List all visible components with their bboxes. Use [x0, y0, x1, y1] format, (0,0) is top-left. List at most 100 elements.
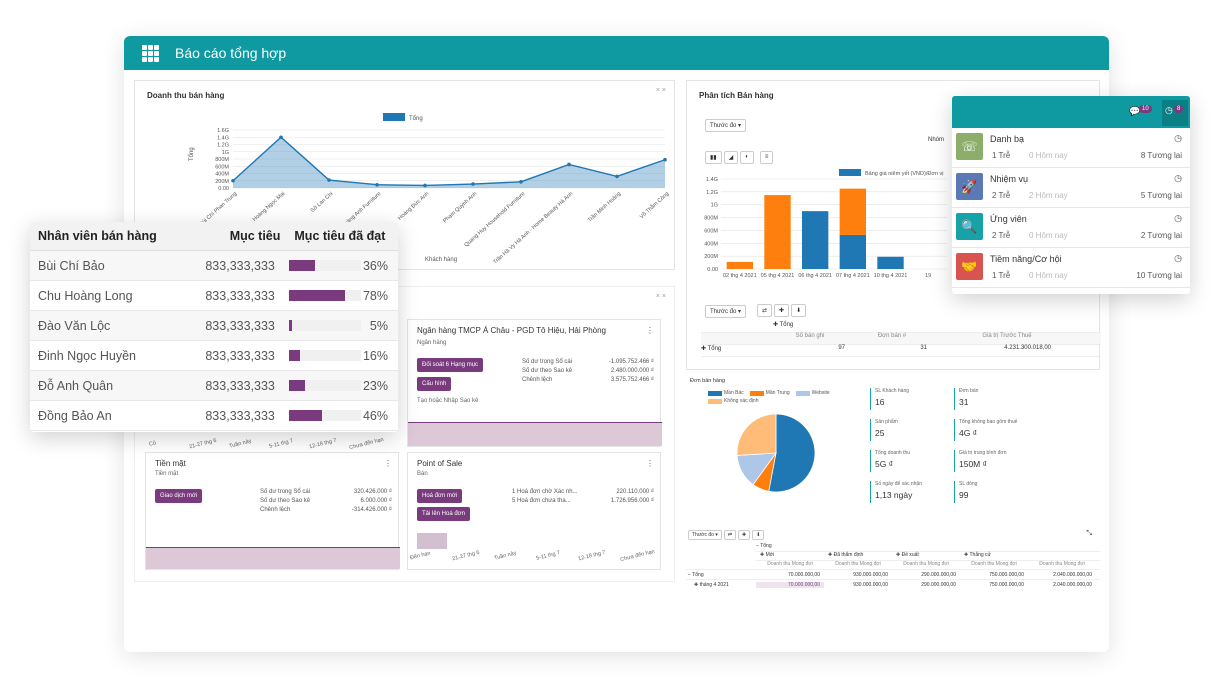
y-tick-label: 800M [704, 216, 718, 222]
table-row[interactable]: Chu Hoàng Long 833,333,333 78% [30, 281, 398, 311]
col-salesperson[interactable]: Nhân viên bán hàng [38, 229, 157, 243]
today-count[interactable]: 2 Hôm nay [1029, 191, 1068, 200]
kebab-icon[interactable]: ⋮ [646, 326, 654, 335]
col-achieved[interactable]: Mục tiêu đã đạt [294, 229, 386, 243]
legend-item[interactable]: Mần Bác [708, 390, 744, 396]
chat-count-badge: 10 [1139, 105, 1152, 113]
pivot2-group-header[interactable]: ✚ Mới [760, 552, 775, 558]
clock-icon[interactable]: ◷ [1174, 133, 1182, 143]
configure-button[interactable]: Cấu hình [417, 377, 452, 391]
kpi-card[interactable]: SL Khách hàng 16 [870, 388, 954, 410]
target-value: 833,333,333 [205, 288, 275, 303]
kebab-icon[interactable]: ⋮ [384, 459, 392, 468]
axis-tick: 5-11 thg 7 [535, 550, 561, 562]
future-count[interactable]: 10 Tương lai [1136, 271, 1182, 280]
expand-icon[interactable]: ✚ [738, 530, 751, 540]
group-by-label[interactable]: Nhóm [928, 137, 945, 143]
bar-chart-icon[interactable]: ▮▮ [705, 151, 722, 164]
clock-icon[interactable]: ◷ [1165, 105, 1173, 115]
flip-axis-icon[interactable]: ⇄ [757, 304, 773, 317]
pivot2-group-header[interactable]: ✚ Thắng cử [964, 552, 991, 558]
new-invoice-button[interactable]: Hoá đơn mới [417, 489, 463, 503]
future-count[interactable]: 2 Tương lai [1140, 231, 1182, 240]
pivot2-measure-button[interactable]: Thước đo ▾ [688, 530, 722, 540]
activity-name: Nhiệm vụ [990, 174, 1029, 184]
kebab-icon[interactable]: ⋮ [646, 459, 654, 468]
pivot2-group-header[interactable]: ✚ Đề xuất [896, 552, 919, 558]
legend-item[interactable]: Mần Trung [749, 390, 790, 396]
late-count[interactable]: 1 Trễ [992, 271, 1011, 280]
kpi-card[interactable]: SL dòng 99 [954, 481, 1038, 503]
table-row[interactable]: Đào Văn Lộc 833,333,333 5% [30, 311, 398, 341]
kpi-label: Số ngày để xác nhận [875, 481, 922, 487]
activity-item[interactable]: ☏ Danh bạ ◷ 1 Trễ 0 Hôm nay 8 Tương lai [952, 128, 1190, 168]
table-row[interactable]: Đồng Bảo An 833,333,333 46% [30, 401, 398, 431]
new-transaction-button[interactable]: Giao dịch mới [155, 489, 203, 503]
chat-icon[interactable]: 💬 [1129, 106, 1141, 116]
today-count[interactable]: 0 Hôm nay [1029, 151, 1068, 160]
col-target[interactable]: Mục tiêu [229, 229, 281, 243]
today-count[interactable]: 0 Hôm nay [1029, 231, 1068, 240]
y-tick-label: 600M [704, 228, 718, 234]
database-icon[interactable]: ≡ [759, 151, 774, 164]
download-icon[interactable]: ⬇ [752, 530, 765, 540]
progress-track [288, 380, 361, 391]
import-statement-link[interactable]: Tạo hoặc Nhập Sao kê [417, 398, 479, 404]
fullscreen-icon[interactable]: ⤡ [1086, 530, 1092, 537]
progress-cell [275, 350, 361, 361]
today-count[interactable]: 0 Hôm nay [1029, 271, 1068, 280]
pivot-measure-button[interactable]: Thước đo ▾ [705, 305, 746, 318]
bank-title[interactable]: Ngân hàng TMCP Á Châu - PGD Tô Hiệu, Hải… [417, 326, 606, 335]
pie-chart-icon[interactable]: ◐ [740, 151, 754, 164]
late-count[interactable]: 2 Trễ [992, 191, 1011, 200]
table-row[interactable]: Bùi Chí Bảo 833,333,333 36% [30, 251, 398, 281]
late-count[interactable]: 2 Trễ [992, 231, 1011, 240]
panel-close-icon[interactable]: × × [655, 293, 666, 300]
apps-grid-icon[interactable] [142, 44, 159, 62]
legend-item[interactable]: Không xác định [708, 398, 758, 404]
table-row[interactable]: Đinh Ngọc Huyền 833,333,333 16% [30, 341, 398, 371]
future-count[interactable]: 8 Tương lai [1140, 151, 1182, 160]
pivot2-subcol: Doanh thu Mong đợi [903, 561, 949, 567]
table-row[interactable]: Đỗ Anh Quân 833,333,333 23% [30, 371, 398, 401]
kpi-card[interactable]: Tổng doanh thu 5G ₫ [870, 450, 954, 472]
download-icon[interactable]: ⬇ [791, 304, 807, 317]
pivot-col-header[interactable]: ✚ Tổng [773, 322, 794, 328]
future-count[interactable]: 5 Tương lai [1140, 191, 1182, 200]
pivot2-group-header[interactable]: ✚ Đã thẩm định [828, 552, 864, 558]
upload-invoice-button[interactable]: Tải lên Hoá đơn [417, 507, 470, 521]
flip-axis-icon[interactable]: ⇄ [723, 530, 737, 540]
pos-title[interactable]: Point of Sale [417, 459, 463, 468]
panel-close-icon[interactable]: × × [655, 87, 666, 94]
activity-menu-header: 💬 10 ◷ 8 [952, 96, 1190, 128]
kpi-value: 25 [875, 428, 885, 438]
expand-icon[interactable]: ✚ [774, 304, 790, 317]
bank-subtitle: Ngân hàng [417, 340, 447, 346]
pivot2-total-header[interactable]: − Tổng [756, 543, 772, 549]
kpi-card[interactable]: Sản phẩm 25 [870, 419, 954, 441]
kpi-card[interactable]: Số ngày để xác nhận 1,13 ngày [870, 481, 954, 503]
pivot-row-total[interactable]: ✚ Tổng [701, 346, 722, 352]
clock-icon[interactable]: ◷ [1174, 213, 1182, 223]
legend-item[interactable]: Website [795, 390, 830, 396]
target-value: 833,333,333 [205, 348, 275, 363]
measure-button[interactable]: Thước đo ▾ [705, 119, 746, 132]
kpi-card[interactable]: Tổng không bao gồm thuế 4G ₫ [954, 419, 1038, 441]
clock-icon[interactable]: ◷ [1174, 173, 1182, 183]
late-count[interactable]: 1 Trễ [992, 151, 1011, 160]
progress-fill [288, 410, 322, 421]
pivot2-row-label[interactable]: − Tổng [688, 571, 704, 578]
clock-icon[interactable]: ◷ [1174, 253, 1182, 263]
reconcile-button[interactable]: Đối soát 6 Hạng mục [417, 358, 484, 372]
cash-title[interactable]: Tiền mặt [155, 459, 186, 468]
x-tick-label: 06 thg 4 2021 [798, 273, 832, 279]
cash-balances: Số dư trong Sổ cái 320.426.000 ₫ Số dư the… [260, 489, 392, 516]
y-tick-label: 800M [215, 157, 229, 163]
activity-item[interactable]: 🤝 Tiềm năng/Cơ hội ◷ 1 Trễ 0 Hôm nay 10 Tương… [952, 248, 1190, 288]
kpi-card[interactable]: Đơn bán 31 [954, 388, 1038, 410]
line-chart-icon[interactable]: ◢ [723, 151, 739, 164]
pivot2-row-label[interactable]: ✚ tháng 4 2021 [694, 581, 729, 588]
kpi-card[interactable]: Giá trị trung bình đơn 150M ₫ [954, 450, 1038, 472]
activity-item[interactable]: 🔍 Ứng viên ◷ 2 Trễ 0 Hôm nay 2 Tương lai [952, 208, 1190, 248]
activity-item[interactable]: 🚀 Nhiệm vụ ◷ 2 Trễ 2 Hôm nay 5 Tương lai [952, 168, 1190, 208]
